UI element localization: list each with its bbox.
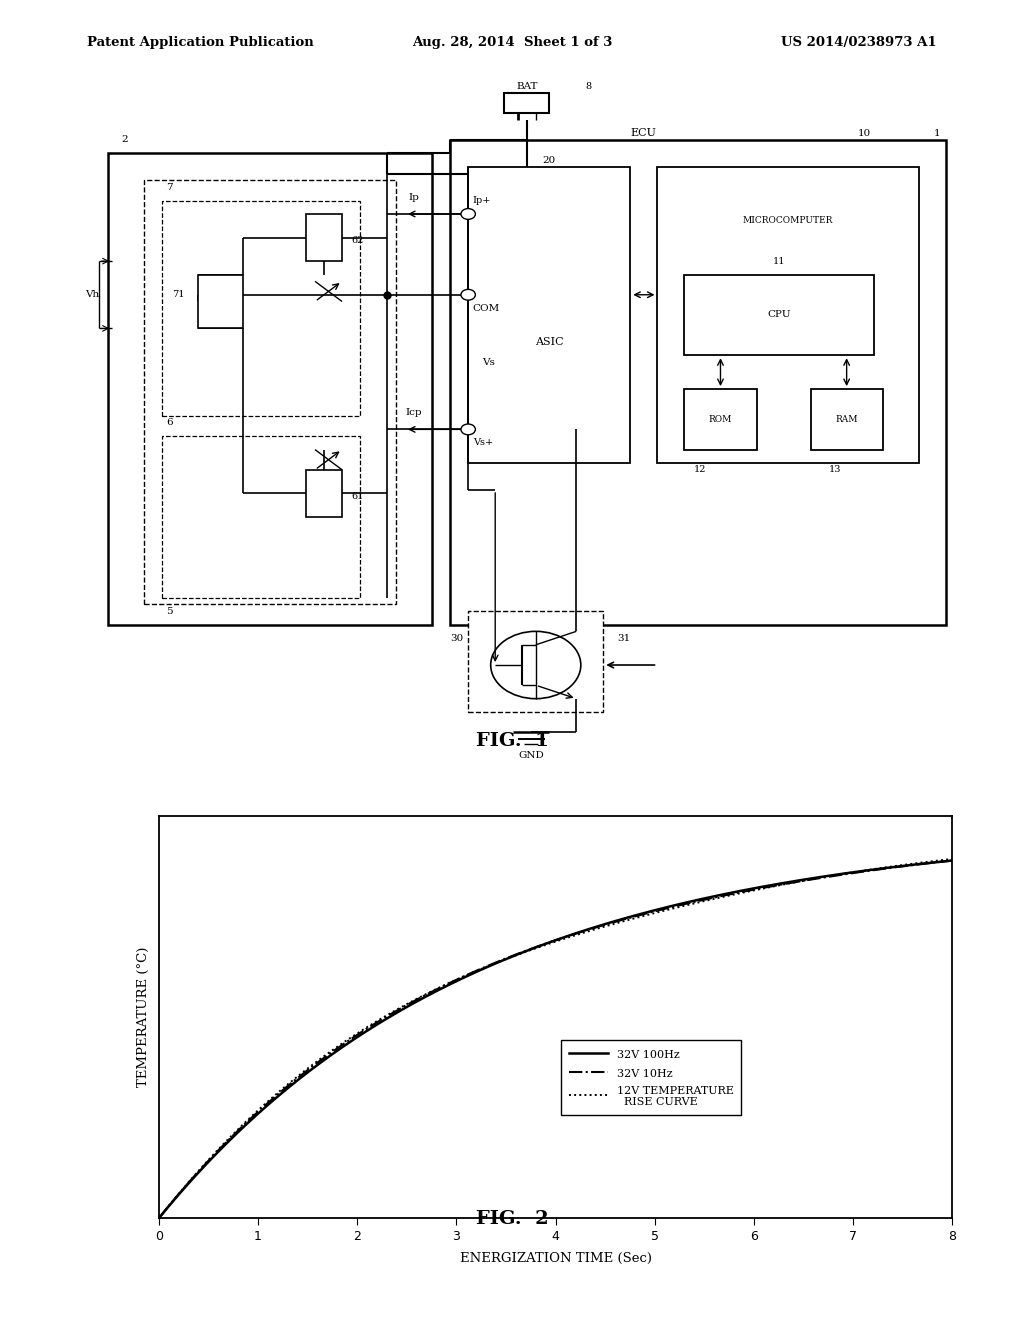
32V 10Hz xyxy=(502,949,514,965)
12V TEMPERATURE
  RISE CURVE xyxy=(153,1210,165,1226)
32V 100Hz xyxy=(785,874,798,890)
Text: US 2014/0238973 A1: US 2014/0238973 A1 xyxy=(781,36,937,49)
12V TEMPERATURE
  RISE CURVE xyxy=(233,1119,246,1135)
Bar xyxy=(306,214,342,261)
12V TEMPERATURE
  RISE CURVE xyxy=(473,962,485,978)
32V 100Hz xyxy=(233,1122,246,1138)
Text: 12: 12 xyxy=(693,465,706,474)
Line: 12V TEMPERATURE
  RISE CURVE: 12V TEMPERATURE RISE CURVE xyxy=(159,859,952,1218)
Circle shape xyxy=(490,631,581,698)
Bar xyxy=(504,92,549,114)
Text: Vh: Vh xyxy=(85,290,99,300)
Circle shape xyxy=(461,289,475,300)
Text: ROM: ROM xyxy=(709,414,732,424)
Text: FIG.  2: FIG. 2 xyxy=(476,1209,548,1228)
32V 10Hz xyxy=(233,1121,246,1137)
32V 100Hz xyxy=(473,962,485,978)
Bar xyxy=(108,153,432,624)
12V TEMPERATURE
  RISE CURVE xyxy=(697,894,710,909)
Bar xyxy=(198,275,243,329)
Text: Vs: Vs xyxy=(481,358,495,367)
Bar xyxy=(143,181,396,605)
Text: 11: 11 xyxy=(773,256,785,265)
32V 100Hz xyxy=(502,950,514,966)
Line: 32V 100Hz: 32V 100Hz xyxy=(159,861,952,1218)
12V TEMPERATURE
  RISE CURVE xyxy=(785,875,798,891)
Text: BAT: BAT xyxy=(516,82,538,91)
Text: Patent Application Publication: Patent Application Publication xyxy=(87,36,313,49)
Text: ASIC: ASIC xyxy=(535,337,563,347)
32V 10Hz xyxy=(473,961,485,977)
Bar xyxy=(684,389,757,450)
Text: Ip+: Ip+ xyxy=(473,195,492,205)
Text: RAM: RAM xyxy=(836,414,858,424)
Bar xyxy=(468,166,631,463)
Text: 2: 2 xyxy=(121,136,128,144)
Text: GND: GND xyxy=(518,751,544,760)
Text: CPU: CPU xyxy=(767,310,791,319)
32V 100Hz xyxy=(771,876,783,892)
Text: Aug. 28, 2014  Sheet 1 of 3: Aug. 28, 2014 Sheet 1 of 3 xyxy=(412,36,612,49)
Y-axis label: TEMPERATURE (°C): TEMPERATURE (°C) xyxy=(137,946,151,1088)
Text: 8: 8 xyxy=(586,82,592,91)
Text: Ip: Ip xyxy=(409,193,420,202)
Text: 10: 10 xyxy=(858,128,871,137)
Bar xyxy=(162,436,360,598)
X-axis label: ENERGIZATION TIME (Sec): ENERGIZATION TIME (Sec) xyxy=(460,1251,651,1265)
32V 100Hz xyxy=(697,891,710,907)
32V 10Hz xyxy=(785,875,798,891)
Bar xyxy=(451,140,946,624)
12V TEMPERATURE
  RISE CURVE xyxy=(771,878,783,894)
Bar xyxy=(162,201,360,416)
32V 10Hz xyxy=(946,853,958,869)
32V 100Hz xyxy=(153,1210,165,1226)
Text: 20: 20 xyxy=(543,156,556,165)
Text: Vs+: Vs+ xyxy=(473,438,493,447)
Text: MICROCOMPUTER: MICROCOMPUTER xyxy=(742,216,834,226)
Bar xyxy=(657,166,919,463)
Text: COM: COM xyxy=(473,304,500,313)
Text: 13: 13 xyxy=(828,465,841,474)
Bar xyxy=(811,389,883,450)
Line: 32V 10Hz: 32V 10Hz xyxy=(159,861,952,1218)
Text: 62: 62 xyxy=(351,236,364,246)
Text: 6: 6 xyxy=(166,418,173,428)
12V TEMPERATURE
  RISE CURVE xyxy=(946,851,958,867)
Text: 61: 61 xyxy=(351,492,364,502)
Text: 5: 5 xyxy=(166,607,173,615)
32V 10Hz xyxy=(697,892,710,908)
Text: 30: 30 xyxy=(451,634,464,643)
12V TEMPERATURE
  RISE CURVE xyxy=(502,950,514,966)
Text: Icp: Icp xyxy=(406,408,423,417)
32V 10Hz xyxy=(153,1210,165,1226)
Text: 7: 7 xyxy=(166,182,173,191)
32V 100Hz xyxy=(946,853,958,869)
Text: 71: 71 xyxy=(172,290,184,300)
Circle shape xyxy=(461,424,475,434)
Bar xyxy=(684,275,873,355)
Bar xyxy=(468,611,603,713)
Circle shape xyxy=(461,209,475,219)
Bar xyxy=(306,470,342,517)
Text: 1: 1 xyxy=(934,128,940,137)
Text: FIG.  1: FIG. 1 xyxy=(475,731,549,750)
Legend: 32V 100Hz, 32V 10Hz, 12V TEMPERATURE
  RISE CURVE: 32V 100Hz, 32V 10Hz, 12V TEMPERATURE RIS… xyxy=(561,1040,741,1115)
Text: ECU: ECU xyxy=(631,128,656,139)
Text: 31: 31 xyxy=(616,634,630,643)
32V 10Hz xyxy=(771,878,783,894)
